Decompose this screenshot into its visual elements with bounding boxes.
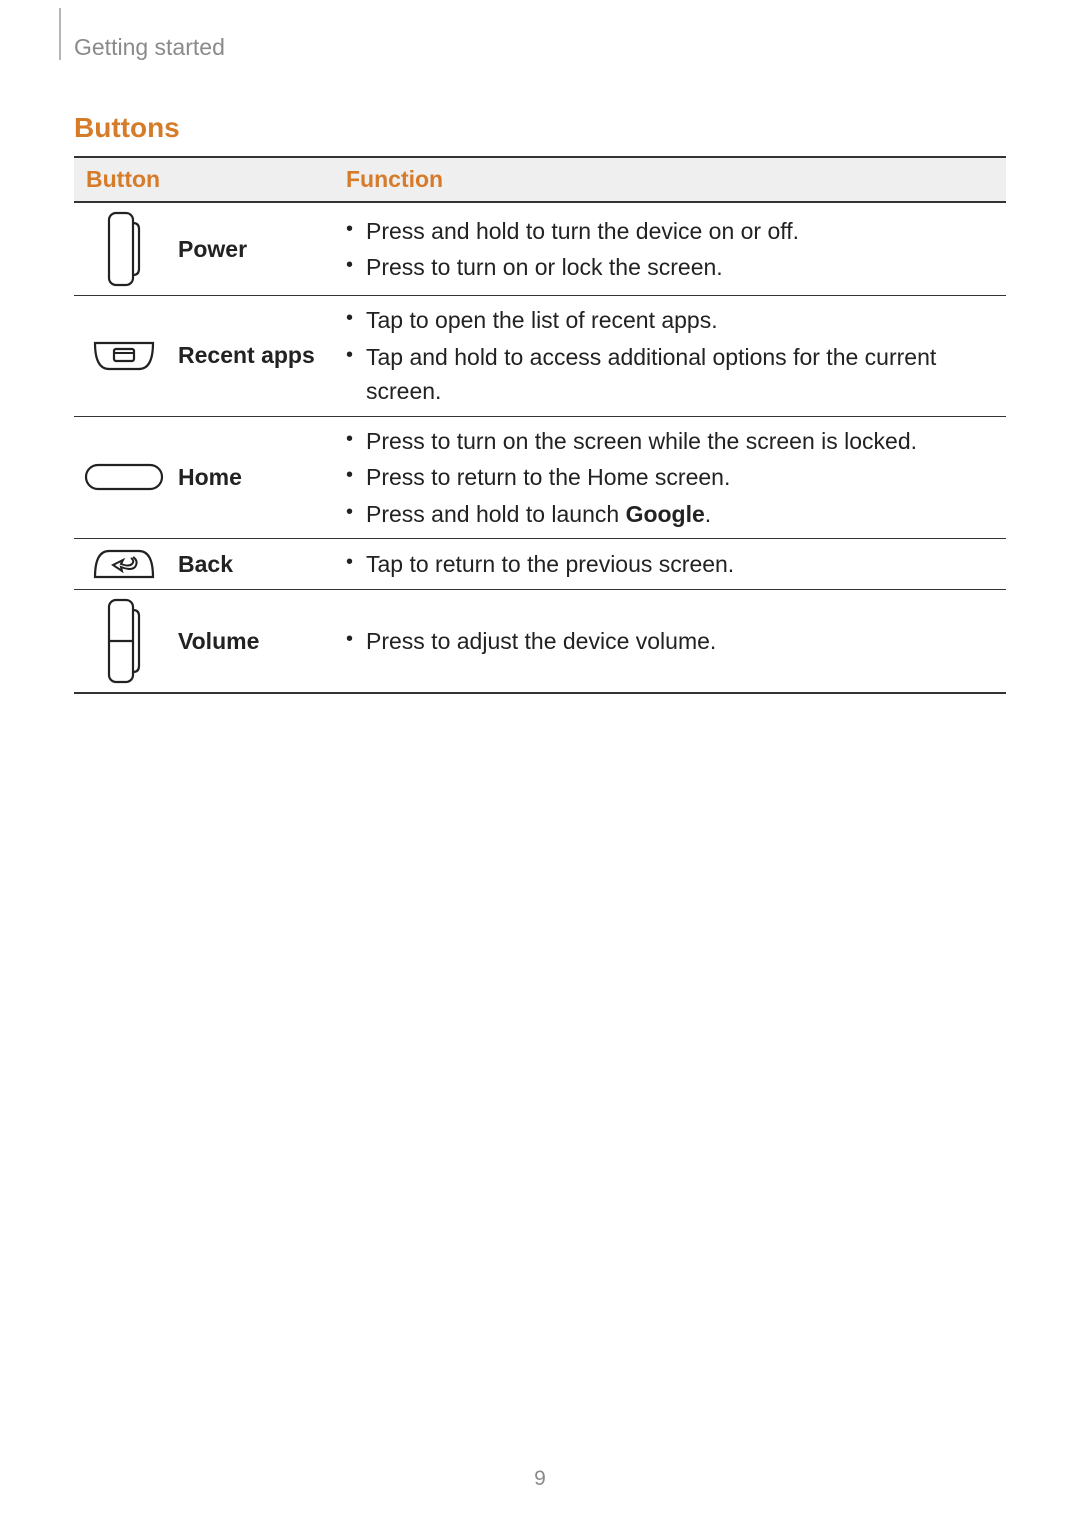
table-row: Volume Press to adjust the device volume…: [74, 590, 1006, 694]
function-item: Press to turn on the screen while the sc…: [352, 423, 996, 460]
function-item: Press to adjust the device volume.: [352, 623, 996, 660]
function-cell: Tap to return to the previous screen.: [334, 539, 1006, 590]
icon-cell: [74, 296, 174, 417]
icon-cell: [74, 202, 174, 296]
function-cell: Press to turn on the screen while the sc…: [334, 416, 1006, 539]
icon-cell: [74, 590, 174, 694]
page: Getting started Buttons Button Function …: [0, 0, 1080, 1527]
function-item: Press and hold to launch Google.: [352, 496, 996, 533]
button-name: Power: [174, 202, 334, 296]
section-title: Buttons: [74, 112, 180, 144]
breadcrumb: Getting started: [74, 34, 225, 61]
button-name: Back: [174, 539, 334, 590]
home-button-icon: [83, 462, 165, 492]
table-row: Home Press to turn on the screen while t…: [74, 416, 1006, 539]
header-button: Button: [74, 157, 334, 202]
function-item: Press to return to the Home screen.: [352, 459, 996, 496]
table-row: Recent apps Tap to open the list of rece…: [74, 296, 1006, 417]
function-item: Tap to open the list of recent apps.: [352, 302, 996, 339]
table-header-row: Button Function: [74, 157, 1006, 202]
volume-button-icon: [107, 598, 141, 684]
function-cell: Press and hold to turn the device on or …: [334, 202, 1006, 296]
buttons-table: Button Function Power Press and hold to …: [74, 156, 1006, 694]
back-icon: [91, 547, 157, 581]
function-item: Press and hold to turn the device on or …: [352, 213, 996, 250]
button-name: Recent apps: [174, 296, 334, 417]
button-name: Home: [174, 416, 334, 539]
icon-cell: [74, 416, 174, 539]
page-number: 9: [0, 1467, 1080, 1491]
header-function: Function: [334, 157, 1006, 202]
button-name: Volume: [174, 590, 334, 694]
function-item: Press to turn on or lock the screen.: [352, 249, 996, 286]
function-item: Tap to return to the previous screen.: [352, 546, 996, 583]
recent-apps-icon: [91, 339, 157, 373]
table-row: Back Tap to return to the previous scree…: [74, 539, 1006, 590]
function-cell: Press to adjust the device volume.: [334, 590, 1006, 694]
icon-cell: [74, 539, 174, 590]
header-rule: [59, 8, 61, 60]
function-item: Tap and hold to access additional option…: [352, 339, 996, 410]
table-row: Power Press and hold to turn the device …: [74, 202, 1006, 296]
function-cell: Tap to open the list of recent apps. Tap…: [334, 296, 1006, 417]
power-button-icon: [107, 211, 141, 287]
